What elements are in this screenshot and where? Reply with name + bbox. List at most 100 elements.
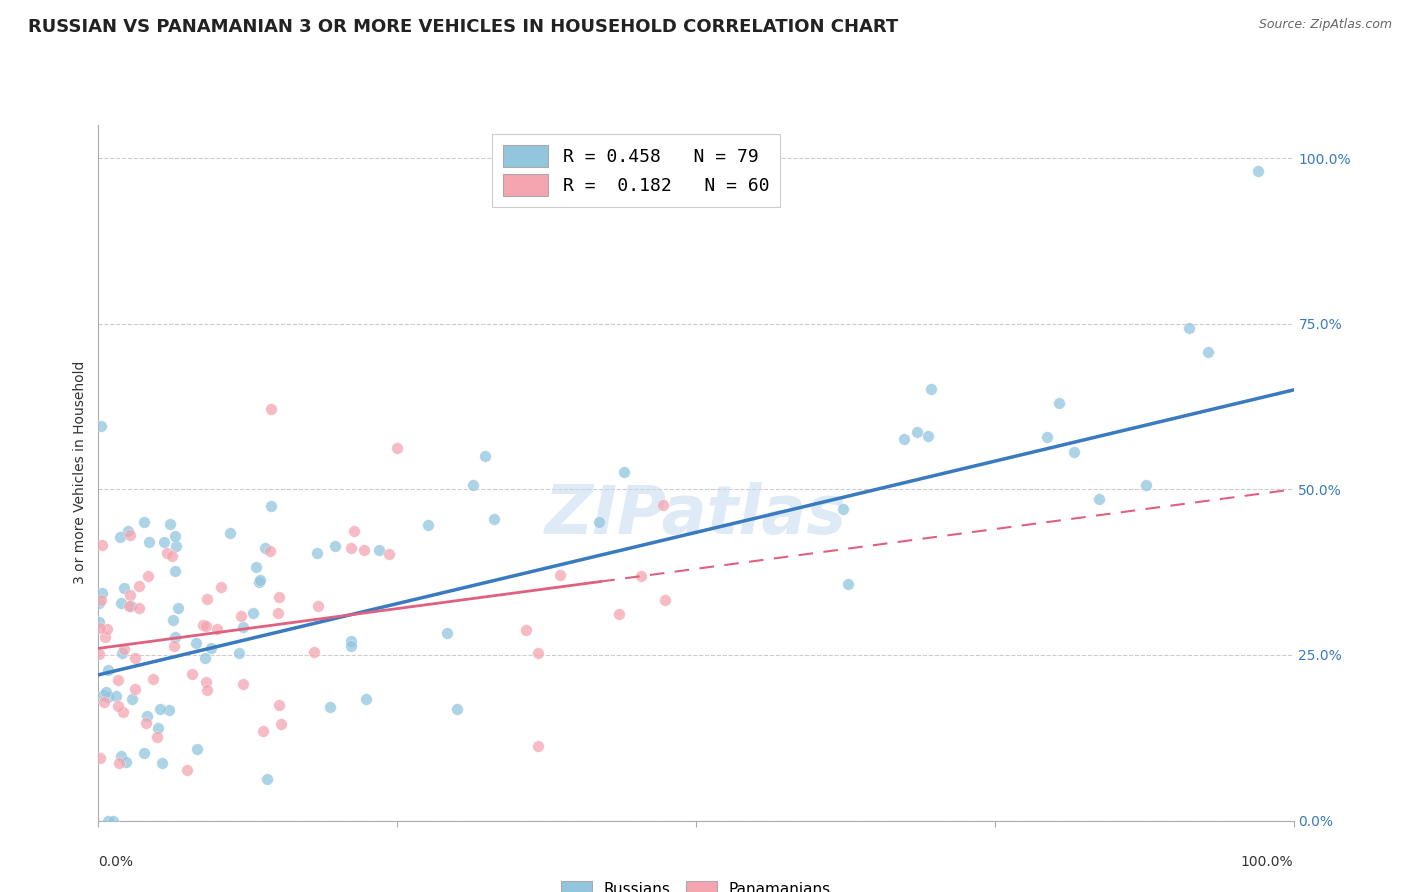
Point <box>654 592 676 607</box>
Point <box>87 647 110 661</box>
Text: Source: ZipAtlas.com: Source: ZipAtlas.com <box>1258 18 1392 31</box>
Point <box>463 478 485 492</box>
Point <box>110 596 132 610</box>
Point <box>186 742 208 756</box>
Point <box>162 549 184 564</box>
Point <box>132 747 155 761</box>
Point <box>96 622 118 636</box>
Point <box>354 692 377 706</box>
Point <box>920 382 942 396</box>
Point <box>165 630 187 644</box>
Point <box>148 722 170 736</box>
Point <box>270 716 292 731</box>
Point <box>94 631 117 645</box>
Point <box>893 432 915 446</box>
Point <box>194 618 217 632</box>
Point <box>249 573 271 587</box>
Point <box>307 546 329 560</box>
Point <box>832 501 855 516</box>
Point <box>165 564 187 578</box>
Point <box>111 705 134 719</box>
Point <box>121 599 143 614</box>
Point <box>254 541 277 555</box>
Point <box>1047 396 1070 410</box>
Point <box>1177 321 1199 335</box>
Point <box>340 634 363 648</box>
Point <box>142 672 165 686</box>
Point <box>368 543 391 558</box>
Point <box>200 640 222 655</box>
Point <box>548 567 571 582</box>
Point <box>527 739 550 753</box>
Point <box>259 499 281 513</box>
Point <box>97 814 120 828</box>
Point <box>340 639 363 653</box>
Point <box>418 518 440 533</box>
Point <box>107 673 129 688</box>
Point <box>93 695 115 709</box>
Point <box>218 525 240 540</box>
Point <box>115 755 138 769</box>
Point <box>97 663 120 677</box>
Point <box>228 646 250 660</box>
Point <box>136 569 159 583</box>
Point <box>156 546 179 560</box>
Point <box>124 681 146 696</box>
Point <box>630 568 652 582</box>
Point <box>323 539 346 553</box>
Point <box>90 419 112 434</box>
Point <box>837 577 859 591</box>
Point <box>195 592 218 607</box>
Point <box>111 646 134 660</box>
Point <box>1063 445 1085 459</box>
Point <box>91 586 114 600</box>
Y-axis label: 3 or more Vehicles in Household: 3 or more Vehicles in Household <box>73 361 87 584</box>
Point <box>90 592 112 607</box>
Point <box>110 748 132 763</box>
Point <box>613 466 636 480</box>
Point <box>319 700 342 714</box>
Point <box>267 591 290 605</box>
Point <box>205 622 228 636</box>
Point <box>252 724 274 739</box>
Point <box>146 730 169 744</box>
Point <box>339 541 361 556</box>
Point <box>195 683 218 698</box>
Point <box>120 528 142 542</box>
Point <box>191 618 214 632</box>
Point <box>103 814 125 828</box>
Point <box>128 601 150 615</box>
Point <box>97 690 120 704</box>
Point <box>527 646 550 660</box>
Point <box>184 636 207 650</box>
Point <box>385 441 409 455</box>
Point <box>269 698 291 713</box>
Point <box>588 515 610 529</box>
Point <box>256 772 278 787</box>
Text: 100.0%: 100.0% <box>1241 855 1294 870</box>
Point <box>446 702 468 716</box>
Point <box>436 626 458 640</box>
Point <box>124 651 146 665</box>
Point <box>87 596 110 610</box>
Text: RUSSIAN VS PANAMANIAN 3 OR MORE VEHICLES IN HOUSEHOLD CORRELATION CHART: RUSSIAN VS PANAMANIAN 3 OR MORE VEHICLES… <box>28 18 898 36</box>
Point <box>162 613 184 627</box>
Text: ZIPatlas: ZIPatlas <box>546 482 846 548</box>
Point <box>87 615 110 629</box>
Point <box>91 538 114 552</box>
Point <box>118 589 141 603</box>
Point <box>267 606 290 620</box>
Point <box>176 763 198 777</box>
Point <box>474 449 496 463</box>
Point <box>232 676 254 690</box>
Point <box>194 651 217 665</box>
Point <box>652 498 675 512</box>
Text: 0.0%: 0.0% <box>98 855 134 870</box>
Point <box>104 689 127 703</box>
Legend: Russians, Panamanians: Russians, Panamanians <box>555 875 837 892</box>
Point <box>260 402 283 417</box>
Point <box>307 599 329 614</box>
Point <box>1088 492 1111 507</box>
Point <box>1036 430 1059 444</box>
Point <box>108 530 131 544</box>
